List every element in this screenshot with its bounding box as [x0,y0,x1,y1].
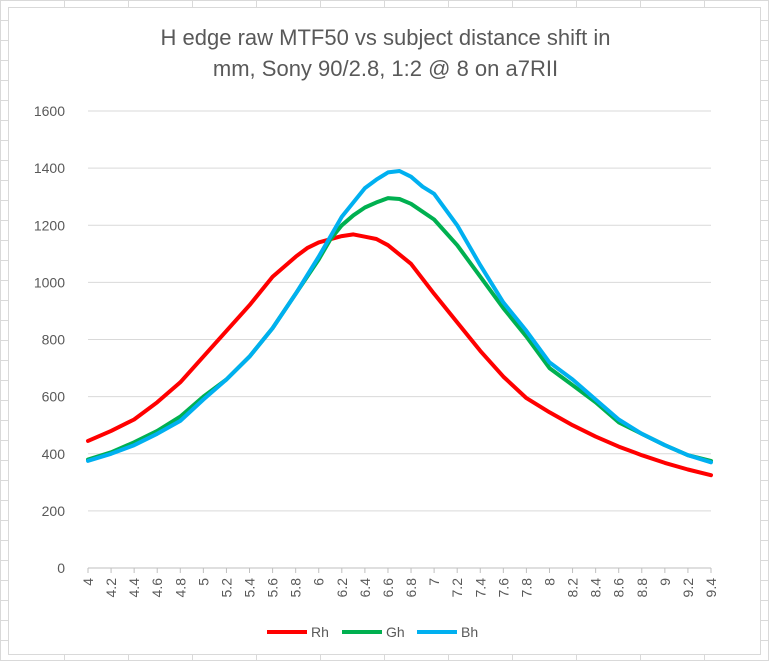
x-tick-label-6.8: 6.8 [403,578,419,598]
legend-label-bh: Bh [461,624,478,640]
x-tick-label-9.2: 9.2 [680,578,696,598]
x-tick-label-6.2: 6.2 [334,578,350,598]
x-tick-label-5.6: 5.6 [265,578,281,598]
x-tick-label-4.4: 4.4 [126,578,142,598]
x-tick-label-8: 8 [541,578,557,586]
x-tick-label-5.2: 5.2 [218,578,234,598]
y-tick-label-0: 0 [57,560,65,576]
x-tick-label-8.4: 8.4 [588,578,604,598]
x-tick-label-8.2: 8.2 [565,578,581,598]
x-tick-label-4.8: 4.8 [172,578,188,598]
series-line-rh[interactable] [86,232,713,478]
x-tick-label-5: 5 [195,578,211,586]
x-tick-label-7.4: 7.4 [472,578,488,598]
x-tick-label-8.6: 8.6 [611,578,627,598]
x-tick-label-5.8: 5.8 [288,578,304,598]
legend-label-rh: Rh [311,624,329,640]
x-tick-label-9.4: 9.4 [703,578,719,598]
x-tick-label-4.2: 4.2 [103,578,119,598]
chart-title: H edge raw MTF50 vs subject distance shi… [9,22,762,84]
x-tick-label-7.6: 7.6 [495,578,511,598]
x-tick-label-5.4: 5.4 [242,578,258,598]
x-tick-label-4: 4 [80,578,96,586]
x-tick-label-8.8: 8.8 [634,578,650,598]
y-tick-label-1600: 1600 [34,103,65,119]
y-tick-label-1400: 1400 [34,160,65,176]
y-tick-label-800: 800 [42,332,66,348]
series-line-bh[interactable] [86,169,713,465]
y-tick-label-1200: 1200 [34,217,65,233]
x-tick-label-7.8: 7.8 [518,578,534,598]
x-tick-label-7: 7 [426,578,442,586]
chart-area[interactable]: H edge raw MTF50 vs subject distance shi… [8,7,761,655]
x-tick-label-4.6: 4.6 [149,578,165,598]
x-tick-label-6.6: 6.6 [380,578,396,598]
x-tick-label-6.4: 6.4 [357,578,373,598]
x-tick-label-7.2: 7.2 [449,578,465,598]
x-tick-label-9: 9 [657,578,673,586]
y-tick-label-400: 400 [42,446,66,462]
chart-title-line-2: mm, Sony 90/2.8, 1:2 @ 8 on a7RII [212,56,559,81]
y-tick-label-600: 600 [42,389,66,405]
legend-label-gh: Gh [386,624,405,640]
y-tick-label-200: 200 [42,503,66,519]
y-tick-label-1000: 1000 [34,274,65,290]
chart-title-line-1: H edge raw MTF50 vs subject distance shi… [160,25,611,50]
plot-svg: 0 200 400 600 800 1000 1200 1400 1600 4 4.2 4.4 4.6 4… [34,103,719,640]
x-tick-label-6: 6 [311,578,327,586]
